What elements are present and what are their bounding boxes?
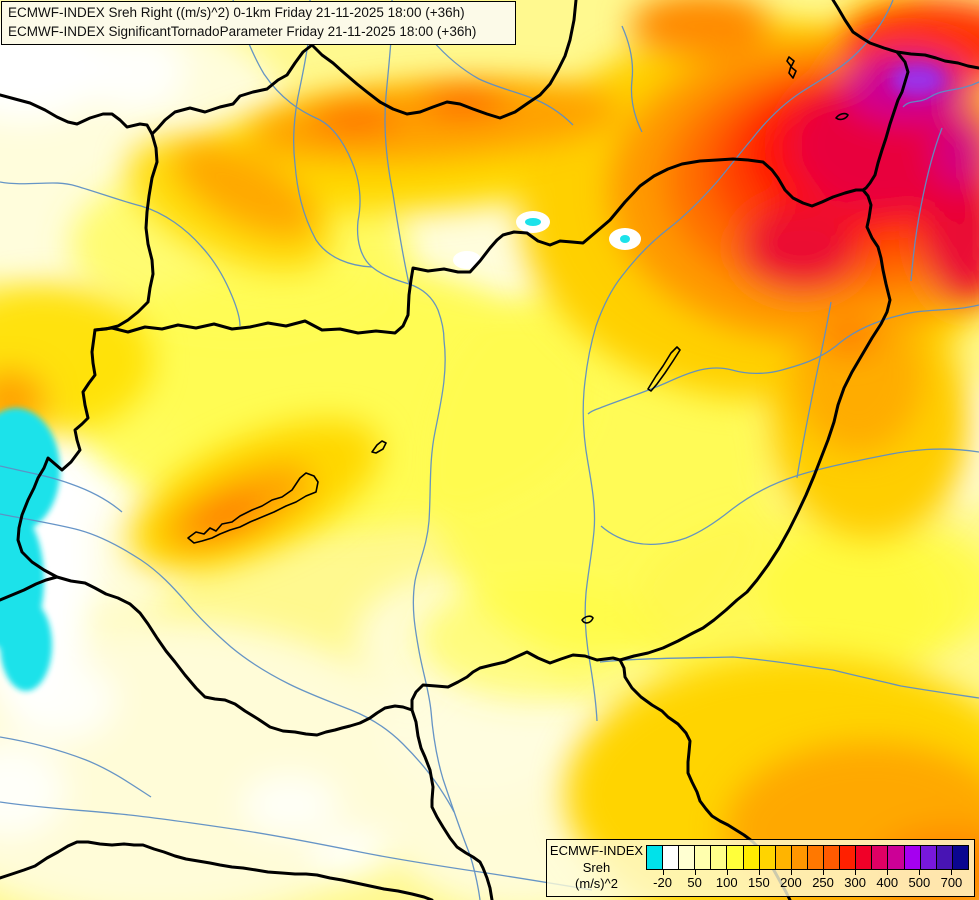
colorbar-cell xyxy=(790,846,807,869)
colorbar-tickmark xyxy=(919,870,921,875)
river-hron xyxy=(384,0,410,285)
colorbar-tickmark xyxy=(790,870,792,875)
border-czech-slovakia xyxy=(0,0,578,136)
lake-ne-small xyxy=(786,56,797,79)
colorbar-cell xyxy=(662,846,679,869)
colorbar-cell xyxy=(855,846,872,869)
colorbar-tickmark xyxy=(758,870,760,875)
lake-east-reservoir xyxy=(647,346,681,392)
lake-balaton xyxy=(187,472,319,544)
colorbar-tickmark xyxy=(887,870,889,875)
river-e-1 xyxy=(910,127,943,282)
map-title-line2: ECMWF-INDEX SignificantTornadoParameter … xyxy=(8,23,477,39)
colorbar-cell xyxy=(758,846,775,869)
colorbar-tickmark xyxy=(726,870,728,875)
border-slovenia xyxy=(0,575,59,602)
colorbar-tick-label: 400 xyxy=(876,875,899,890)
river-tisza xyxy=(582,0,894,722)
colorbar-cell xyxy=(742,846,759,869)
lake-tisza xyxy=(371,440,387,454)
river-sw-1 xyxy=(0,736,152,798)
lake-south-small xyxy=(581,615,594,624)
river-vah xyxy=(292,0,373,268)
river-ipoly xyxy=(431,39,574,126)
legend-title-product: ECMWF-INDEX xyxy=(549,843,644,858)
river-sava xyxy=(0,801,593,891)
map-title-line1: ECMWF-INDEX Sreh Right ((m/s)^2) 0-1km F… xyxy=(8,5,465,20)
colorbar-cell xyxy=(806,846,824,869)
legend: ECMWF-INDEX Sreh (m/s)^2 -20 50 100 150 200 2… xyxy=(546,839,975,897)
colorbar-tick-label: 500 xyxy=(908,875,931,890)
colorbar-cell xyxy=(710,846,727,869)
legend-colorbar xyxy=(646,845,969,870)
colorbar-tickmark xyxy=(823,870,825,875)
cyan-spots xyxy=(453,211,641,269)
river-ne-1 xyxy=(902,81,979,108)
colorbar-cell xyxy=(726,846,743,869)
colorbar-cell xyxy=(678,846,695,869)
colorbar-tick-label: 250 xyxy=(812,875,834,890)
colorbar-cell xyxy=(871,846,888,869)
contour-cyan-areas xyxy=(0,408,60,691)
colorbar-tick-label: 50 xyxy=(687,875,702,890)
river-koros-branch xyxy=(796,301,832,479)
colorbar-tickmark xyxy=(694,870,696,875)
colorbar-tickmark xyxy=(662,870,664,875)
river-n-1 xyxy=(621,25,643,133)
contour-purple-core xyxy=(891,64,945,96)
colorbar-tick-label: 200 xyxy=(780,875,802,890)
lake-ne-tiny xyxy=(835,112,849,121)
colorbar-cell xyxy=(694,846,711,869)
legend-title-units: (m/s)^2 xyxy=(575,876,618,891)
colorbar-cell xyxy=(887,846,904,869)
colorbar-cell xyxy=(647,846,663,869)
colorbar-tick-label: 150 xyxy=(747,875,770,890)
colorbar-tick-label: 300 xyxy=(844,875,866,890)
colorbar-tick-label: 100 xyxy=(715,875,738,890)
river-koros xyxy=(600,448,979,545)
border-hungary xyxy=(16,157,892,737)
colorbar-cell xyxy=(839,846,856,869)
legend-title-parameter: Sreh xyxy=(582,859,611,875)
river-danube-lower xyxy=(412,339,481,900)
legend-title-block: ECMWF-INDEX Sreh (m/s)^2 xyxy=(549,843,644,893)
map-title-box: ECMWF-INDEX Sreh Right ((m/s)^2) 0-1km F… xyxy=(1,1,516,45)
colorbar-cell xyxy=(935,846,952,869)
river-maros xyxy=(599,656,979,699)
colorbar-cell xyxy=(774,846,791,869)
border-croatia-bosnia xyxy=(0,840,434,900)
colorbar-cell xyxy=(903,846,920,869)
border-austria xyxy=(93,132,159,332)
colorbar-cell xyxy=(823,846,840,869)
colorbar-cell xyxy=(919,846,936,869)
colorbar-tick-label: -20 xyxy=(653,875,672,890)
colorbar-tickmark xyxy=(951,870,953,875)
border-ukraine-romania xyxy=(861,50,910,192)
river-drava xyxy=(0,513,455,813)
colorbar-tickmark xyxy=(855,870,857,875)
river-szamos xyxy=(587,304,979,415)
border-croatia-serbia xyxy=(410,708,494,900)
colorbar-tick-label: 700 xyxy=(940,875,963,890)
map-lakes xyxy=(187,56,849,624)
river-danube-upper xyxy=(232,0,445,341)
river-mura xyxy=(0,465,123,513)
colorbar-cell xyxy=(951,846,968,869)
river-morava xyxy=(0,181,241,327)
